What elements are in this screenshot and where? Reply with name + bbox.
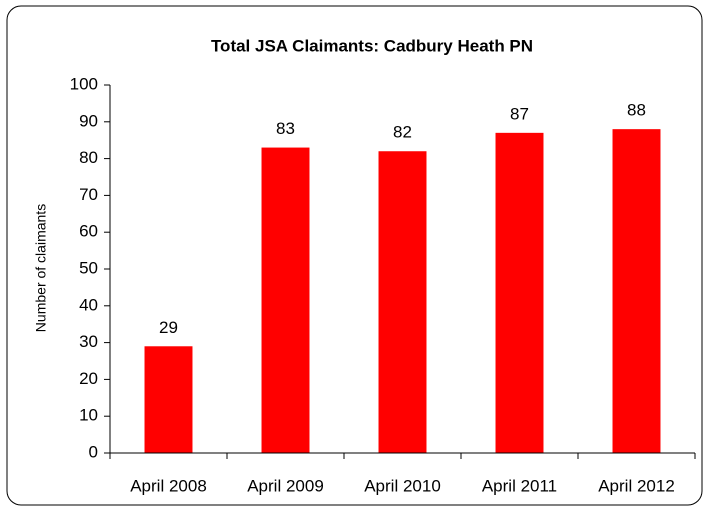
bar <box>261 147 310 453</box>
y-tick-label: 10 <box>79 406 98 425</box>
data-label: 29 <box>159 318 178 337</box>
bar <box>612 129 661 453</box>
x-tick-label: April 2008 <box>130 476 207 495</box>
x-tick-label: April 2009 <box>247 476 324 495</box>
y-tick-label: 100 <box>70 74 98 93</box>
x-tick-label: April 2011 <box>482 476 557 495</box>
data-label: 87 <box>510 104 529 123</box>
y-axis-label: Number of claimants <box>33 204 49 332</box>
y-tick-label: 30 <box>79 332 98 351</box>
chart-title: Total JSA Claimants: Cadbury Heath PN <box>211 36 533 55</box>
y-tick-label: 20 <box>79 369 98 388</box>
data-label: 82 <box>393 123 412 142</box>
bar <box>144 346 193 453</box>
y-tick-label: 90 <box>79 111 98 130</box>
y-tick-label: 80 <box>79 148 98 167</box>
y-tick-label: 70 <box>79 185 98 204</box>
data-label: 83 <box>276 119 295 138</box>
bar <box>495 132 544 453</box>
data-label: 88 <box>627 101 646 120</box>
y-tick-label: 50 <box>79 258 98 277</box>
y-tick-label: 0 <box>89 442 98 461</box>
y-tick-label: 60 <box>79 222 98 241</box>
x-tick-label: April 2012 <box>598 476 675 495</box>
x-tick-label: April 2010 <box>364 476 441 495</box>
y-tick-label: 40 <box>79 295 98 314</box>
chart-frame <box>6 5 703 506</box>
bar <box>378 151 427 454</box>
